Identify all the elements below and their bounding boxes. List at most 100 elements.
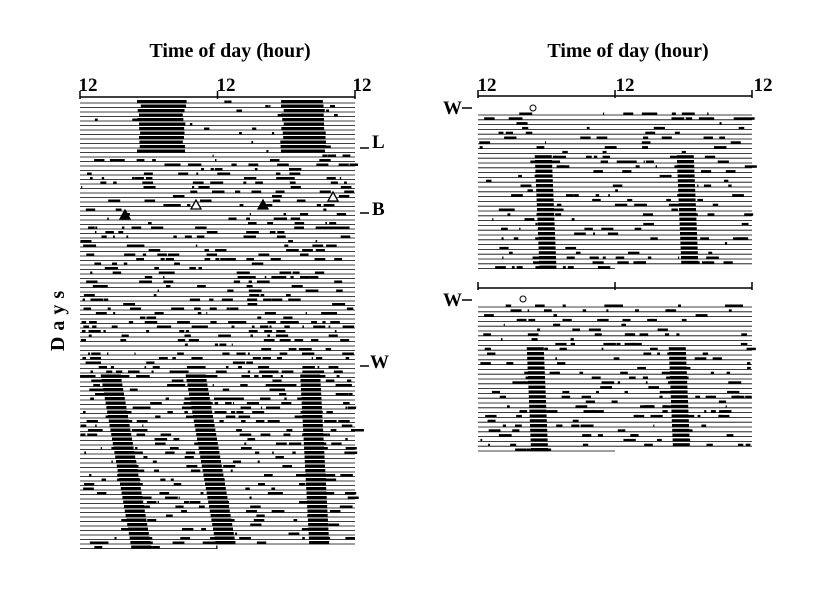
activity-bar [146,361,155,364]
activity-bar [627,198,633,202]
activity-bar [164,163,178,166]
activity-bar [498,131,504,135]
activity-bar [556,371,560,375]
activity-bar [260,406,263,409]
activity-bar [230,469,233,472]
activity-bar [160,478,166,481]
activity-bar [106,375,111,378]
activity-bar [177,321,190,324]
activity-bar [305,289,319,292]
activity-bar [195,428,216,432]
activity-bar [177,352,184,355]
activity-bar [648,386,659,389]
activity-bar [315,411,323,414]
activity-bar [281,100,323,104]
activity-bar [535,169,553,173]
activity-bar [678,203,696,207]
activity-bar [107,352,109,355]
activity-bar [210,321,217,324]
activity-bar [617,429,622,432]
activity-bar [103,330,106,333]
activity-bar [284,244,289,247]
activity-bar [680,232,697,236]
activity-bar [290,186,301,189]
activity-bar [581,395,592,399]
activity-bar [104,392,124,396]
activity-bar [114,537,117,540]
activity-bar [747,362,751,365]
activity-bar [677,160,694,164]
activity-bar [129,474,134,477]
activity-bar [642,213,654,216]
activity-bar [248,222,257,225]
activity-bar [131,226,142,229]
activity-bar [303,428,324,432]
activity-bar [504,434,512,437]
activity-bar [591,376,601,379]
activity-bar [211,518,232,522]
activity-bar [340,235,351,238]
activity-bar [334,258,343,261]
activity-bar [296,474,307,477]
activity-bar [107,402,115,405]
activity-bar [344,451,349,454]
activity-bar [624,342,636,346]
activity-bar [225,541,236,544]
activity-bar [138,532,145,535]
activity-bar [321,442,327,445]
activity-bar [516,266,523,269]
activity-bar [507,136,513,139]
activity-bar [283,370,294,373]
activity-bar [712,357,722,360]
activity-bar [114,262,117,265]
activity-bar [222,388,230,391]
activity-bar [271,298,283,301]
activity-bar [737,304,744,307]
activity-bar [218,370,227,373]
activity-bar [667,309,670,312]
activity-bar [634,203,647,207]
activity-bar [90,177,93,180]
activity-bar [508,117,518,120]
activity-bar [195,244,198,247]
activity-bar [668,347,686,351]
activity-bar [103,298,109,301]
activity-bar [635,309,639,312]
activity-bar [266,150,269,153]
activity-bar [323,204,335,207]
activity-bar [90,298,104,301]
activity-bar [647,256,652,259]
activity-bar [553,323,561,327]
activity-bar [197,437,217,441]
activity-bar [326,411,333,414]
activity-bar [280,104,324,108]
activity-bar [325,222,328,225]
activity-bar [659,174,672,178]
activity-bar [121,226,125,229]
activity-bar [697,198,703,202]
activity-bar [146,330,150,333]
activity-bar [121,528,132,531]
activity-bar [326,244,337,247]
activity-bar [304,455,325,459]
activity-bar [571,424,580,427]
activity-bar [101,379,122,383]
activity-bar [200,325,208,328]
activity-bar [669,366,687,370]
activity-bar [329,154,332,157]
activity-bar [241,420,246,423]
activity-bar [124,509,145,513]
activity-bar [586,126,590,130]
activity-bar [89,388,99,391]
activity-bar [347,496,359,499]
activity-bar [229,307,239,310]
activity-bar [628,251,640,255]
activity-bar [263,474,273,477]
activity-bar [669,347,672,351]
activity-bar [336,375,340,378]
activity-bar [314,397,320,400]
activity-bar [537,217,555,221]
activity-bar [146,316,157,319]
activity-bar [585,400,595,403]
activity-bar [661,136,672,139]
